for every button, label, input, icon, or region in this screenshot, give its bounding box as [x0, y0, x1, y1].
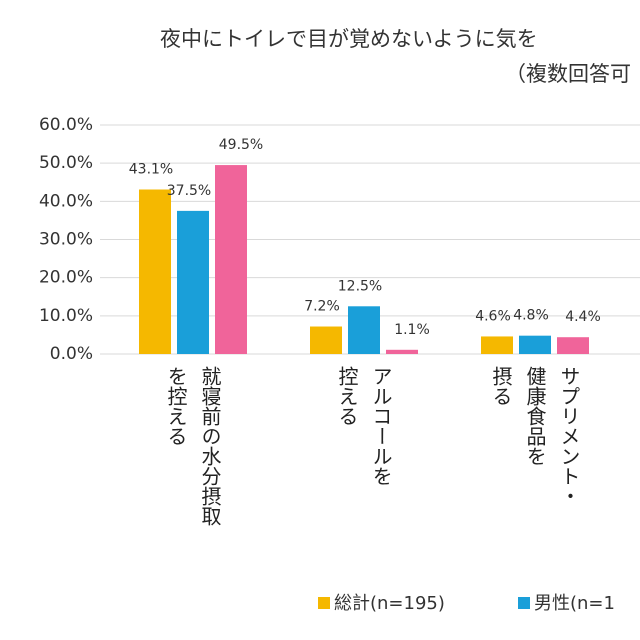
bar — [310, 326, 342, 354]
value-label: 49.5% — [219, 137, 263, 153]
value-label: 43.1% — [129, 162, 173, 178]
bar — [215, 165, 247, 354]
x-tick-label: サプリメント・ 健康食品を 摂る — [489, 366, 581, 506]
bar — [386, 349, 418, 354]
y-tick-label: 10.0% — [39, 306, 93, 326]
chart-title: 夜中にトイレで目が覚めないように気を — [160, 27, 538, 51]
y-tick-label: 20.0% — [39, 268, 93, 288]
y-tick-label: 0.0% — [50, 344, 93, 364]
y-tick-label: 40.0% — [39, 191, 93, 211]
y-tick-label: 60.0% — [39, 115, 93, 135]
legend-label: 男性(n=1 — [534, 593, 615, 614]
y-tick-label: 50.0% — [39, 153, 93, 173]
value-label: 7.2% — [304, 299, 340, 315]
legend-swatch — [518, 597, 530, 609]
chart-subtitle: （複数回答可 — [505, 62, 631, 86]
bar — [557, 337, 589, 354]
x-tick-label: アルコールを 控える — [335, 366, 393, 486]
bar — [481, 336, 513, 354]
bar — [139, 189, 171, 354]
value-label: 4.6% — [475, 308, 511, 324]
value-label: 4.4% — [565, 309, 601, 325]
bar — [519, 335, 551, 354]
value-label: 37.5% — [167, 183, 211, 199]
bar — [177, 210, 209, 354]
x-tick-label: 就寝前の水分摂取 を控える — [164, 366, 222, 526]
value-label: 4.8% — [513, 308, 549, 324]
value-label: 1.1% — [394, 322, 430, 338]
legend-label: 総計(n=195) — [334, 593, 445, 614]
bar — [348, 306, 380, 354]
value-label: 12.5% — [338, 278, 382, 294]
y-tick-label: 30.0% — [39, 230, 93, 250]
legend-swatch — [318, 597, 330, 609]
